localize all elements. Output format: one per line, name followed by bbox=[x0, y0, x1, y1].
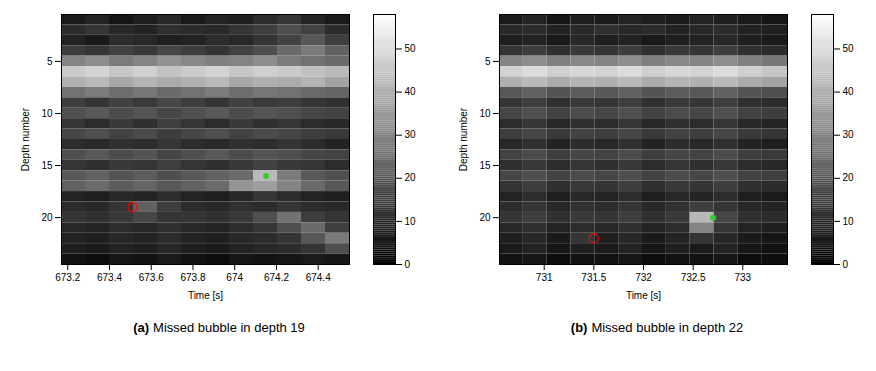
svg-text:732.5: 732.5 bbox=[681, 272, 706, 283]
svg-text:673.2: 673.2 bbox=[55, 272, 80, 283]
svg-text:40: 40 bbox=[405, 86, 417, 97]
svg-text:5: 5 bbox=[485, 56, 491, 67]
svg-text:0: 0 bbox=[843, 259, 849, 270]
svg-text:Time [s]: Time [s] bbox=[626, 290, 661, 301]
svg-text:10: 10 bbox=[405, 216, 417, 227]
html-text:(a) Missed bubble in depth 19: (a) Missed bubble in depth 19 bbox=[133, 320, 305, 335]
svg-text:732: 732 bbox=[635, 272, 652, 283]
svg-text:673.8: 673.8 bbox=[180, 272, 205, 283]
svg-text:5: 5 bbox=[47, 56, 53, 67]
svg-text:0: 0 bbox=[405, 259, 411, 270]
svg-text:Depth number: Depth number bbox=[20, 107, 31, 171]
svg-text:15: 15 bbox=[479, 160, 491, 171]
svg-text:20: 20 bbox=[405, 172, 417, 183]
svg-text:731.5: 731.5 bbox=[581, 272, 606, 283]
svg-text:10: 10 bbox=[479, 108, 491, 119]
svg-text:Depth number: Depth number bbox=[458, 107, 469, 171]
svg-text:40: 40 bbox=[843, 86, 855, 97]
svg-text:10: 10 bbox=[41, 108, 53, 119]
html-text:(b) Missed bubble in depth 22: (b) Missed bubble in depth 22 bbox=[570, 320, 744, 335]
svg-text:674.2: 674.2 bbox=[264, 272, 289, 283]
svg-text:20: 20 bbox=[843, 172, 855, 183]
svg-text:15: 15 bbox=[41, 160, 53, 171]
svg-text:20: 20 bbox=[479, 212, 491, 223]
svg-text:50: 50 bbox=[405, 43, 417, 54]
svg-text:20: 20 bbox=[41, 212, 53, 223]
svg-text:10: 10 bbox=[843, 216, 855, 227]
svg-text:50: 50 bbox=[843, 43, 855, 54]
svg-text:733: 733 bbox=[734, 272, 751, 283]
svg-text:673.6: 673.6 bbox=[139, 272, 164, 283]
svg-text:731: 731 bbox=[536, 272, 553, 283]
svg-text:Time [s]: Time [s] bbox=[188, 290, 223, 301]
svg-text:673.4: 673.4 bbox=[97, 272, 122, 283]
svg-text:30: 30 bbox=[843, 129, 855, 140]
svg-text:30: 30 bbox=[405, 129, 417, 140]
svg-text:674.4: 674.4 bbox=[306, 272, 331, 283]
svg-text:674: 674 bbox=[226, 272, 243, 283]
